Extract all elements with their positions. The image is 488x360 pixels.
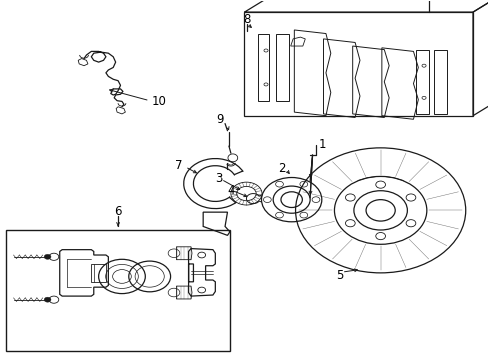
Text: 1: 1 — [318, 138, 325, 151]
Text: 4: 4 — [226, 184, 234, 197]
Bar — [6, 230, 229, 351]
Text: 7: 7 — [174, 159, 182, 172]
Text: 6: 6 — [114, 205, 122, 218]
Text: 10: 10 — [152, 95, 166, 108]
Circle shape — [44, 297, 51, 302]
Circle shape — [44, 254, 51, 259]
Text: 5: 5 — [336, 269, 343, 282]
Text: 8: 8 — [243, 13, 250, 27]
Text: 2: 2 — [277, 162, 285, 175]
Circle shape — [198, 287, 205, 293]
Text: 9: 9 — [216, 113, 224, 126]
Circle shape — [198, 252, 205, 258]
Text: 3: 3 — [215, 172, 222, 185]
